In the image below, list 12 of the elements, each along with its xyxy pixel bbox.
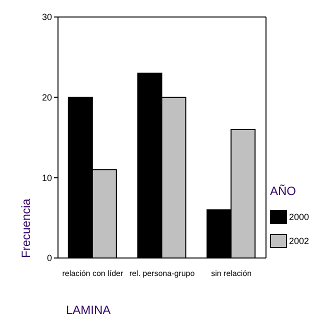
x-tick-label: relación con líder: [62, 269, 124, 278]
legend-label: 2002: [289, 236, 310, 246]
y-axis-title: Frecuencia: [19, 198, 33, 258]
y-tick-label: 20: [42, 92, 52, 103]
y-tick-label: 10: [42, 172, 52, 183]
y-tick-label: 0: [46, 253, 52, 264]
y-tick-label: 30: [42, 12, 52, 22]
x-axis-title: LAMINA: [66, 303, 111, 317]
x-tick-label: rel. persona-grupo: [129, 269, 196, 278]
legend-title: AÑO: [270, 184, 298, 198]
x-tick-label: sin relación: [211, 269, 252, 278]
legend-label: 2000: [289, 212, 310, 222]
